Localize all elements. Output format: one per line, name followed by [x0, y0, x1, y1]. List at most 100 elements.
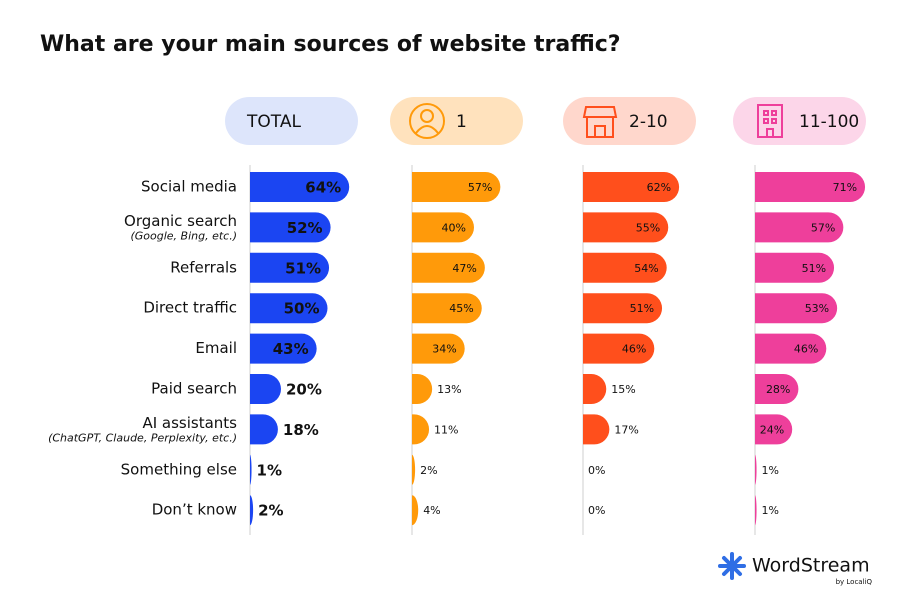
icon — [420, 109, 434, 123]
bar — [583, 333, 655, 364]
bar — [250, 333, 317, 364]
value-label: 1% — [762, 504, 779, 517]
category-label: AI assistants — [142, 414, 237, 432]
panel-header — [390, 97, 523, 145]
bar — [412, 172, 501, 202]
bar — [412, 414, 430, 445]
value-label: 57% — [811, 221, 835, 234]
bar — [755, 252, 835, 283]
bar — [583, 374, 607, 404]
category-label: Don’t know — [152, 501, 237, 519]
panel-header — [225, 97, 358, 145]
value-label: 17% — [614, 423, 638, 436]
category-label: Referrals — [170, 258, 237, 276]
icon — [582, 106, 618, 138]
bar — [583, 293, 663, 324]
bar — [755, 172, 866, 202]
bar — [755, 414, 793, 445]
value-label: 51% — [285, 259, 321, 277]
value-label: 13% — [437, 383, 461, 396]
category-label: Email — [195, 339, 237, 357]
value-label: 46% — [622, 343, 646, 356]
value-label: 47% — [452, 262, 476, 275]
value-label: 53% — [805, 302, 829, 315]
bar — [412, 454, 416, 485]
bar — [412, 212, 474, 243]
bar — [755, 495, 757, 526]
value-label: 62% — [647, 181, 671, 194]
legend-label: 11-100 — [799, 112, 859, 132]
bar — [250, 252, 330, 283]
brand-name: WordStream — [752, 555, 870, 577]
bar — [250, 414, 278, 445]
brand-byline: by LocaliQ — [836, 578, 873, 586]
bar — [583, 172, 680, 202]
bar — [250, 172, 350, 202]
bar — [250, 212, 331, 243]
icon — [409, 103, 445, 139]
legend-label: 2-10 — [629, 112, 668, 132]
bar — [250, 454, 252, 485]
value-label: 18% — [283, 421, 319, 439]
value-label: 54% — [634, 262, 658, 275]
category-label: Paid search — [151, 380, 237, 398]
bar — [412, 495, 419, 526]
chart-title: What are your main sources of website tr… — [40, 32, 621, 57]
value-label: 64% — [305, 179, 341, 197]
header-icon — [582, 106, 618, 138]
value-label: 4% — [423, 504, 440, 517]
value-label: 51% — [630, 302, 654, 315]
legend-label: 1 — [456, 112, 467, 132]
value-label: 50% — [284, 300, 320, 318]
bar — [250, 374, 281, 404]
bar — [755, 293, 838, 324]
brand-logo — [718, 552, 746, 580]
value-label: 1% — [257, 461, 282, 479]
bar — [755, 374, 799, 404]
value-label: 2% — [420, 464, 437, 477]
legend-label: TOTAL — [246, 112, 301, 132]
category-note: (Google, Bing, etc.) — [130, 229, 237, 242]
category-label: Something else — [121, 460, 237, 478]
bar — [412, 252, 485, 283]
bar — [412, 374, 433, 404]
bar — [583, 212, 669, 243]
value-label: 55% — [636, 221, 660, 234]
bar — [250, 495, 254, 526]
bar — [250, 293, 328, 324]
icon — [757, 104, 783, 138]
value-label: 57% — [468, 181, 492, 194]
bar — [412, 293, 482, 324]
value-label: 28% — [766, 383, 790, 396]
value-label: 0% — [588, 504, 605, 517]
value-label: 34% — [432, 343, 456, 356]
bar — [412, 333, 465, 364]
value-label: 20% — [286, 381, 322, 399]
bar — [755, 333, 827, 364]
panel-header — [563, 97, 696, 145]
icon — [415, 125, 439, 134]
value-label: 45% — [449, 302, 473, 315]
value-label: 15% — [611, 383, 635, 396]
value-label: 52% — [287, 219, 323, 237]
header-icon — [409, 103, 445, 139]
bar — [755, 454, 757, 485]
value-label: 11% — [434, 423, 458, 436]
header-icon — [757, 104, 783, 138]
value-label: 40% — [442, 221, 466, 234]
value-label: 71% — [833, 181, 857, 194]
value-label: 2% — [258, 502, 283, 520]
category-label: Social media — [141, 178, 237, 196]
value-label: 0% — [588, 464, 605, 477]
category-note: (ChatGPT, Claude, Perplexity, etc.) — [48, 431, 237, 444]
category-label: Organic search — [124, 212, 237, 230]
category-label: Direct traffic — [143, 299, 237, 317]
value-label: 46% — [794, 343, 818, 356]
bar — [583, 414, 610, 445]
bar — [583, 252, 667, 283]
value-label: 43% — [273, 340, 309, 358]
value-label: 51% — [802, 262, 826, 275]
value-label: 24% — [760, 423, 784, 436]
bar — [755, 212, 844, 243]
